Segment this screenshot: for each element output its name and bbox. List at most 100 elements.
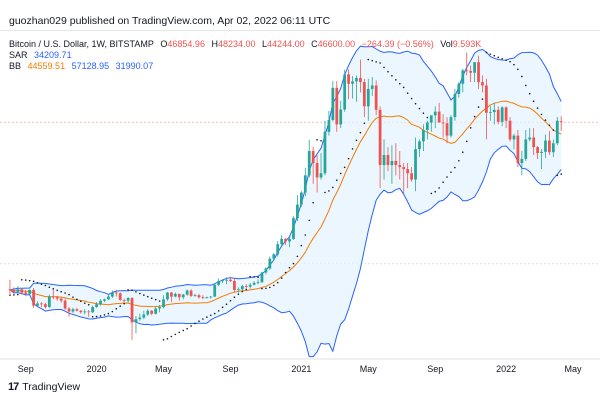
- candle-body: [406, 169, 410, 174]
- sar-dot: [68, 293, 70, 296]
- sar-dot: [296, 255, 299, 258]
- price-chart[interactable]: Sep 2020 May Sep 2021 May Sep 2022 May: [0, 31, 600, 379]
- sar-dot: [434, 190, 437, 193]
- candle-body: [469, 71, 473, 73]
- candle-body: [12, 289, 16, 292]
- sar-dot: [233, 296, 236, 298]
- sar-dot: [241, 290, 244, 293]
- candle-body: [150, 310, 154, 314]
- candle-body: [544, 140, 547, 152]
- candle-body: [229, 279, 232, 282]
- candle-body: [296, 204, 299, 219]
- sar-dot: [123, 302, 125, 305]
- candle-body: [540, 151, 543, 154]
- chart-panel[interactable]: Sep 2020 May Sep 2021 May Sep 2022 May Bitcoin /…: [0, 30, 600, 379]
- candle-body: [95, 304, 98, 308]
- candle-body: [449, 117, 453, 136]
- x-tick-label: May: [565, 364, 583, 374]
- sar-dot: [64, 292, 66, 294]
- sar-dot: [174, 333, 177, 336]
- candle-body: [331, 87, 335, 120]
- candle-body: [382, 154, 386, 166]
- sar-dot: [115, 308, 118, 310]
- sar-dot: [458, 159, 460, 162]
- sar-dot: [217, 310, 220, 312]
- candle-body: [402, 167, 406, 170]
- sar-dot: [454, 166, 456, 169]
- symbol-label[interactable]: Bitcoin / U.S. Dollar, 1W, BITSTAMP: [9, 39, 154, 49]
- sar-dot: [202, 318, 204, 320]
- candle-body: [548, 140, 551, 153]
- tradingview-brand: TradingView: [22, 381, 81, 393]
- bb-lower-line: [9, 145, 562, 358]
- sar-dot: [391, 75, 393, 77]
- candle-body: [276, 244, 280, 255]
- sar-dot: [80, 300, 82, 303]
- candle-body: [233, 281, 236, 290]
- candle-body: [307, 151, 311, 176]
- sar-label[interactable]: SAR: [9, 50, 28, 60]
- sar-dot: [198, 320, 200, 322]
- candle-body: [488, 112, 492, 113]
- candle-body: [197, 295, 201, 298]
- sar-dot: [52, 288, 55, 290]
- sar-dot: [28, 279, 31, 282]
- bb-label[interactable]: BB: [9, 61, 22, 71]
- publisher-line: guozhan029 published on TradingView.com,…: [9, 15, 331, 27]
- sar-dot: [497, 56, 500, 59]
- candle-body: [410, 173, 413, 180]
- candle-body: [32, 289, 35, 306]
- sar-dot: [249, 275, 251, 278]
- candle-body: [256, 282, 260, 284]
- legend-row-sar: SAR 34209.71: [9, 50, 76, 61]
- candle-body: [225, 279, 228, 281]
- sar-dot: [32, 280, 35, 283]
- sar-dot: [332, 186, 334, 189]
- sar-dot: [288, 266, 291, 269]
- candle-body: [103, 299, 106, 301]
- candle-body: [170, 292, 173, 297]
- sar-dot: [387, 70, 389, 73]
- sar-dot: [536, 107, 539, 109]
- candle-body: [24, 292, 28, 294]
- candle-body: [516, 135, 520, 164]
- sar-dot: [513, 63, 515, 66]
- candle-body: [492, 109, 496, 113]
- sar-dot: [450, 171, 452, 173]
- candle-body: [114, 292, 118, 294]
- sar-dot: [442, 181, 444, 184]
- candle-body: [272, 254, 276, 259]
- sar-dot: [13, 294, 15, 296]
- sar-dot: [139, 292, 141, 295]
- candle-body: [189, 290, 193, 296]
- sar-dot: [402, 86, 405, 89]
- sar-dot: [308, 219, 311, 222]
- sar-dot: [237, 293, 240, 295]
- sar-dot: [36, 281, 39, 284]
- tradingview-footer[interactable]: 17 TradingView: [8, 381, 80, 393]
- sar-dot: [493, 54, 496, 57]
- sar-dot: [56, 289, 59, 292]
- sar-dot: [170, 335, 173, 338]
- candle-body: [79, 310, 83, 313]
- candle-body: [71, 309, 75, 312]
- candle-body: [16, 289, 20, 292]
- sar-dot: [485, 51, 488, 54]
- candle-body: [481, 82, 484, 86]
- candle-body: [201, 297, 205, 299]
- candle-body: [433, 111, 437, 116]
- candle-body: [236, 289, 240, 291]
- candle-body: [63, 300, 67, 309]
- sar-dot: [524, 84, 527, 87]
- candle-body: [555, 120, 559, 144]
- sar-dot: [182, 329, 185, 332]
- candle-body: [524, 139, 528, 159]
- sar-dot: [150, 297, 153, 299]
- candle-body: [532, 137, 536, 148]
- sar-dot: [206, 316, 208, 318]
- bb-lower-value: 31990.07: [115, 61, 154, 71]
- sar-dot: [521, 75, 523, 78]
- sar-dot: [76, 298, 78, 301]
- sar-dot: [272, 284, 275, 287]
- sar-dot: [146, 295, 149, 298]
